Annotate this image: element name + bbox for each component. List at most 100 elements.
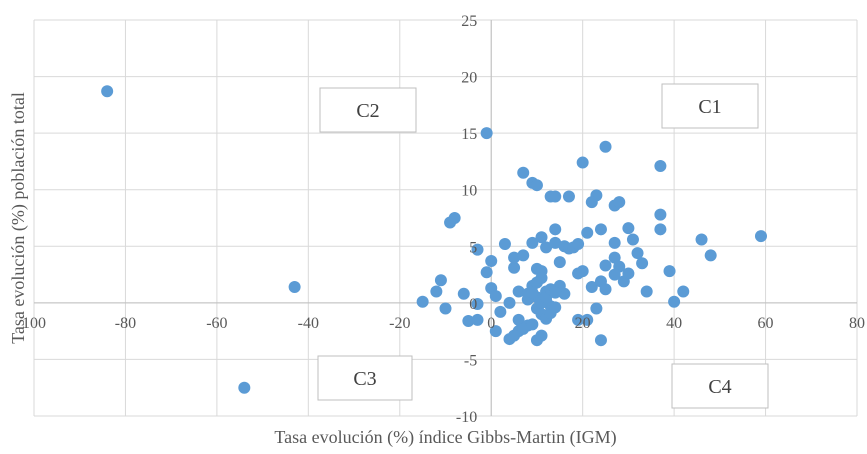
- quadrant-box-c3: [317, 355, 413, 401]
- data-point: [508, 261, 521, 274]
- data-point: [238, 381, 251, 394]
- data-point: [517, 322, 530, 335]
- data-point: [430, 285, 443, 298]
- data-point: [457, 287, 470, 300]
- data-point: [508, 329, 521, 342]
- data-point: [654, 208, 667, 221]
- data-point: [512, 285, 525, 298]
- x-tick-label: 60: [758, 315, 774, 332]
- quadrant-label-c2: C2: [356, 100, 379, 122]
- data-point: [489, 325, 502, 338]
- quadrant-box-c4: [671, 363, 769, 409]
- y-tick-label: 20: [461, 70, 477, 87]
- data-point: [485, 254, 498, 267]
- data-point: [581, 226, 594, 239]
- x-tick-label: 100: [22, 315, 46, 332]
- quadrant-label-c1: C1: [698, 96, 721, 118]
- data-point: [553, 256, 566, 269]
- data-point: [498, 238, 511, 251]
- data-point: [526, 286, 539, 299]
- data-point: [434, 274, 447, 287]
- quadrant-labels: C1 C2 C3 C4: [317, 83, 769, 409]
- data-point: [288, 281, 301, 294]
- data-point: [471, 313, 484, 326]
- data-point: [444, 216, 457, 229]
- data-point: [480, 127, 493, 140]
- data-point: [640, 285, 653, 298]
- x-axis-title: Tasa evolución (%) índice Gibbs-Martin (…: [274, 427, 616, 448]
- data-point: [549, 301, 562, 314]
- quadrant-label-c4: C4: [708, 376, 731, 398]
- data-point: [677, 285, 690, 298]
- y-tick-label: 25: [461, 13, 477, 30]
- x-tick-label: 40: [666, 315, 682, 332]
- y-tick-labels: -10 -5 0 5 10 15 20 25: [456, 13, 477, 426]
- data-point: [503, 296, 516, 309]
- data-point: [530, 179, 543, 192]
- data-point: [622, 267, 635, 280]
- data-point: [572, 238, 585, 251]
- data-point: [663, 265, 676, 278]
- data-point: [558, 287, 571, 300]
- x-tick-label: -80: [115, 315, 136, 332]
- y-tick-label: 15: [461, 126, 477, 143]
- x-tick-label: -20: [389, 315, 410, 332]
- data-point: [695, 233, 708, 246]
- data-point: [585, 196, 598, 209]
- data-point: [517, 249, 530, 262]
- data-point: [462, 314, 475, 327]
- y-tick-label: 10: [461, 183, 477, 200]
- data-point: [754, 230, 767, 243]
- data-point: [594, 334, 607, 347]
- y-tick-label: -10: [456, 409, 477, 426]
- data-point: [636, 257, 649, 270]
- data-point: [576, 265, 589, 278]
- data-point: [581, 313, 594, 326]
- x-tick-label: 20: [575, 315, 591, 332]
- x-tick-label: 80: [849, 315, 865, 332]
- data-point: [631, 247, 644, 260]
- data-point: [494, 305, 507, 318]
- data-point: [562, 190, 575, 203]
- data-point: [549, 236, 562, 249]
- x-tick-labels: 100 -80 -60 -40 -20 0 20 40 60 80: [22, 315, 865, 332]
- data-point: [590, 302, 603, 315]
- data-point: [608, 236, 621, 249]
- data-point: [626, 233, 639, 246]
- data-point: [549, 223, 562, 236]
- y-axis-title: Tasa evolución (%) población total: [8, 92, 29, 344]
- data-point: [622, 222, 635, 235]
- data-point: [471, 297, 484, 310]
- x-tick-label: -40: [298, 315, 319, 332]
- data-point: [654, 223, 667, 236]
- data-point: [549, 190, 562, 203]
- grid-lines: [33, 19, 858, 417]
- x-tick-label: 0: [487, 315, 495, 332]
- x-tick-label: -60: [206, 315, 227, 332]
- data-point: [512, 313, 525, 326]
- data-point: [599, 140, 612, 153]
- data-point: [668, 295, 681, 308]
- quadrant-box-c1: [661, 83, 759, 129]
- data-point: [439, 302, 452, 315]
- y-tick-label: -5: [464, 352, 477, 369]
- y-tick-label: 5: [469, 239, 477, 256]
- data-point: [416, 295, 429, 308]
- axes: [34, 20, 857, 416]
- data-point: [535, 231, 548, 244]
- data-point: [540, 241, 553, 254]
- data-point: [704, 249, 717, 262]
- data-point: [526, 236, 539, 249]
- quadrant-box-c2: [319, 87, 417, 133]
- data-point: [526, 318, 539, 331]
- data-point: [608, 251, 621, 264]
- data-point: [471, 243, 484, 256]
- data-point: [572, 313, 585, 326]
- data-point: [613, 196, 626, 209]
- quadrant-label-c3: C3: [353, 368, 376, 390]
- data-point: [576, 156, 589, 169]
- data-points: [101, 85, 767, 394]
- data-point: [508, 251, 521, 264]
- data-point: [654, 159, 667, 172]
